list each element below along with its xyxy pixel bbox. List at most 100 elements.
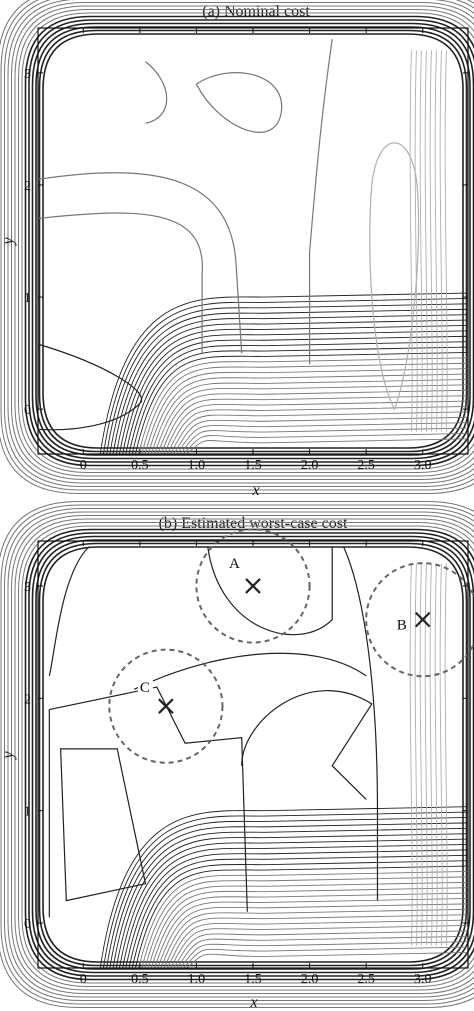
panel-b-right-contour	[439, 563, 443, 946]
panel-b-band-contour	[157, 903, 469, 969]
panel-a-band-contour	[115, 319, 469, 455]
panel-a-xtick-label: 1.5	[244, 458, 262, 473]
panel-a-band-contour	[160, 395, 469, 455]
panel-b-ring-contour	[38, 542, 468, 967]
panel-b-band-contour	[99, 806, 469, 969]
panel-b-band-contour	[102, 811, 469, 969]
panel-b-xtick-label: 3.0	[414, 972, 432, 987]
panel-a-interior-contour	[37, 172, 243, 354]
panel-b-band-contour	[115, 833, 469, 969]
panel-b-band-contour	[125, 849, 469, 969]
panel-a-ylabel: y	[0, 237, 17, 247]
panel-b-right-contour	[434, 563, 438, 946]
marker-label-a: A	[229, 556, 240, 572]
panel-b-ring-contour	[28, 532, 474, 977]
panel-b-ring-contour	[21, 525, 474, 984]
panel-b-band-contour	[128, 854, 469, 969]
panel-b-ytick-label: 2	[24, 692, 31, 707]
panel-a-interior-contour	[308, 39, 333, 365]
panel-b-ticks: 0 0.5 1.0 1.5 2.0 2.5 3.0 0 1 2 3	[24, 541, 468, 987]
panel-a-xtick-label: 1.0	[188, 458, 206, 473]
panel-a-ytick-label: 3	[24, 67, 31, 82]
panel-b-band-contour	[118, 838, 469, 969]
panel-b-ring-contour	[31, 535, 474, 974]
panel-b-band-contour	[167, 919, 469, 969]
panel-b-xlabel: x	[249, 994, 257, 1011]
panel-nominal-cost: (a) Nominal cost 0 0.5 1.0 1.5 2.0 2.5 3.00123…	[0, 0, 474, 499]
panel-a-ring-contour	[14, 5, 474, 477]
marker-label-c: C	[140, 680, 150, 696]
panel-b-right-contour	[414, 563, 418, 946]
panel-a-ytick-label: 2	[24, 179, 31, 194]
panel-b-ring-contour	[14, 518, 474, 991]
panel-a-ring-contour	[0, 0, 474, 491]
panel-b-xtick-label: 2.0	[301, 972, 319, 987]
panel-b-annotations: A B C	[108, 528, 474, 764]
marker-label-background	[227, 554, 242, 572]
panel-b-band-contour	[176, 935, 469, 969]
panel-a-band-contour	[118, 325, 469, 455]
panel-a-ring-contour	[24, 15, 474, 467]
marker-label-b: B	[397, 618, 407, 634]
panel-b-interior-contour	[60, 748, 147, 902]
panel-a-ring-contour	[21, 12, 474, 470]
robust-neighborhood-circle-a	[195, 528, 311, 644]
panel-a-interior-contour	[37, 343, 143, 431]
panel-b-band-contour	[160, 908, 469, 969]
panel-b-interior-contour	[133, 652, 367, 690]
panel-a-band-contour	[134, 352, 469, 455]
panel-b-right-contour	[429, 563, 433, 946]
panel-b-band-contour	[163, 914, 469, 969]
panel-a-right-contour	[419, 50, 423, 432]
panel-b-band-contour	[183, 946, 469, 969]
panel-a-right-contour	[424, 50, 428, 432]
panel-a-band-contour	[99, 292, 469, 455]
panel-b-interior-contour	[342, 546, 379, 901]
panel-a-band-contour	[122, 330, 469, 455]
panel-b-band-contour	[170, 925, 469, 969]
panel-a-band-contour	[151, 379, 469, 455]
panel-b-xtick-label: 0.5	[131, 972, 149, 987]
panel-a-band-contour	[186, 438, 469, 455]
panel-b-plot-frame	[37, 540, 469, 969]
panel-a-ring-contour	[11, 2, 474, 480]
panel-b-interior-contour	[48, 546, 90, 676]
panel-b-band-contour	[154, 898, 469, 969]
panel-b-xtick-label: 0	[80, 972, 87, 987]
panel-a-band-contour	[109, 308, 469, 455]
panel-a-xtick-label: 2.0	[301, 458, 319, 473]
panel-a-band-contour	[167, 406, 469, 455]
panel-a-band-contour	[138, 357, 469, 455]
panel-a-right-contour	[439, 50, 443, 432]
panel-b-band-contour	[173, 930, 469, 969]
panel-a-ring-contour	[7, 0, 474, 484]
panel-b-band-contour	[122, 844, 469, 969]
panel-worst-case-cost: (b) Estimated worst-case cost ABC 0 0.5 1.…	[0, 501, 474, 1011]
point-marker-b	[414, 611, 431, 628]
panel-b-contours	[0, 501, 474, 1008]
panel-b-ylabel: y	[0, 751, 17, 761]
panel-a-right-contour	[409, 50, 413, 432]
panel-b-band-contour	[186, 952, 469, 969]
panel-a-band-contour	[154, 384, 469, 455]
panel-a-band-contour	[170, 411, 469, 455]
panel-a-ring-contour	[28, 19, 474, 463]
panel-b-band-contour	[141, 876, 469, 969]
panel-b-xtick-label: 2.5	[357, 972, 375, 987]
panel-b-ytick-label: 0	[24, 917, 31, 932]
panel-a-band-contour	[147, 373, 469, 455]
panel-b-ring-contour	[7, 511, 474, 998]
panel-b-right-contour	[409, 563, 413, 946]
panel-a-band-contour	[173, 416, 469, 455]
panel-a-band-contour	[141, 362, 469, 455]
panel-a-contours	[0, 0, 474, 494]
panel-b-ring-contour	[18, 522, 474, 987]
panel-a-band-contour	[128, 341, 469, 455]
panel-a-ring-contour	[31, 22, 474, 460]
panel-a-xtick-label: 0	[80, 458, 87, 473]
panel-a-ring-contour	[38, 29, 468, 453]
panel-a-interior-contour	[195, 72, 283, 133]
panel-a-band-contour	[131, 346, 469, 455]
panel-a-band-contour	[179, 427, 469, 455]
panel-a-xlabel: x	[251, 482, 259, 499]
